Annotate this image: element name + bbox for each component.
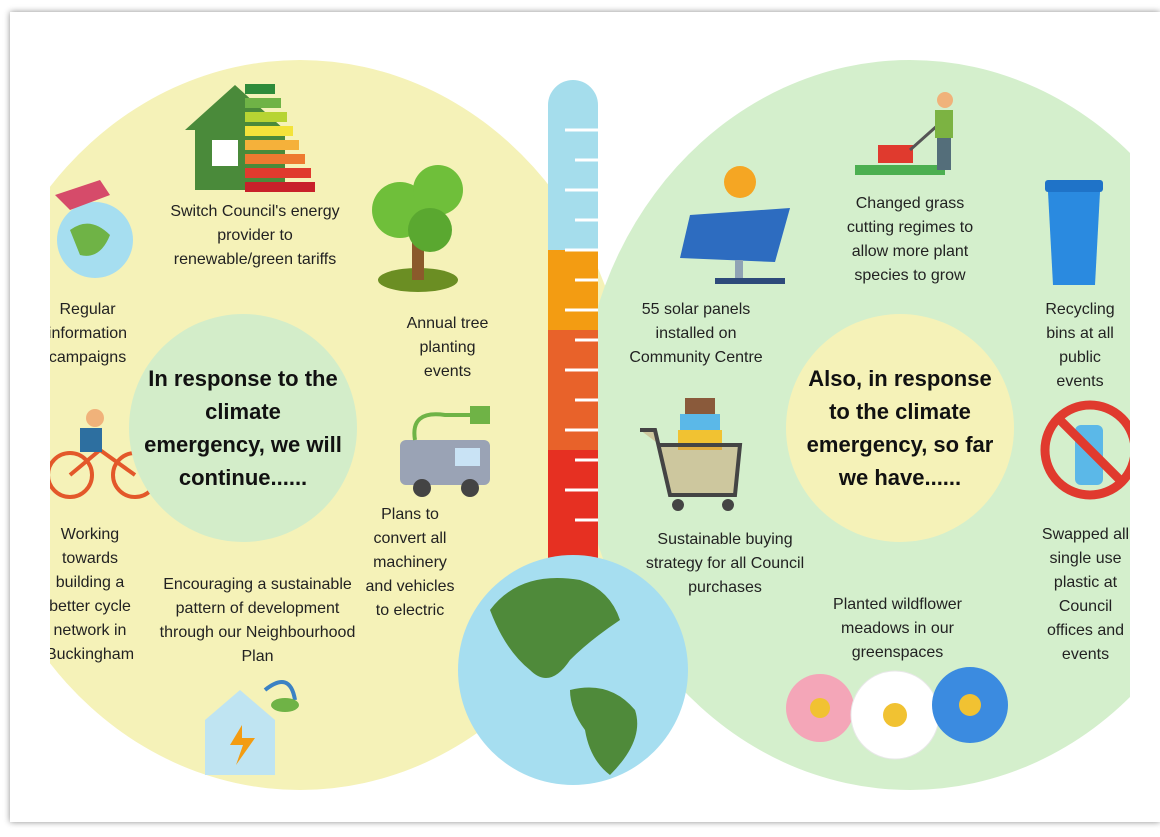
item-text: Changed grass cutting regimes to allow m… <box>830 192 990 288</box>
right-heading: Also, in response to the climate emergen… <box>800 328 1000 528</box>
item-text: 55 solar panels installed on Community C… <box>616 298 776 370</box>
left-heading: In response to the climate emergency, we… <box>143 328 343 528</box>
item-text: Encouraging a sustainable pattern of dev… <box>150 573 365 669</box>
item-text: Planted wildflower meadows in our greens… <box>815 593 980 665</box>
item-text: Swapped all single use plastic at Counci… <box>1038 523 1130 667</box>
item-text: Plans to convert all machinery and vehic… <box>362 503 458 623</box>
thermometer-fill <box>548 450 598 570</box>
item-text: Annual tree planting events <box>395 312 500 384</box>
item-text: Recycling bins at all public events <box>1035 298 1125 394</box>
item-text: Switch Council's energy provider to rene… <box>170 200 340 272</box>
item-text: Regular information campaigns <box>50 298 150 370</box>
infographic: In response to the climate emergency, we… <box>50 0 1130 837</box>
page: In response to the climate emergency, we… <box>0 0 1160 837</box>
thermometer-fill <box>548 330 598 450</box>
item-text: Sustainable buying strategy for all Coun… <box>645 528 805 600</box>
item-text: Working towards building a better cycle … <box>50 523 140 667</box>
recycling-bin-icon <box>1045 180 1103 285</box>
